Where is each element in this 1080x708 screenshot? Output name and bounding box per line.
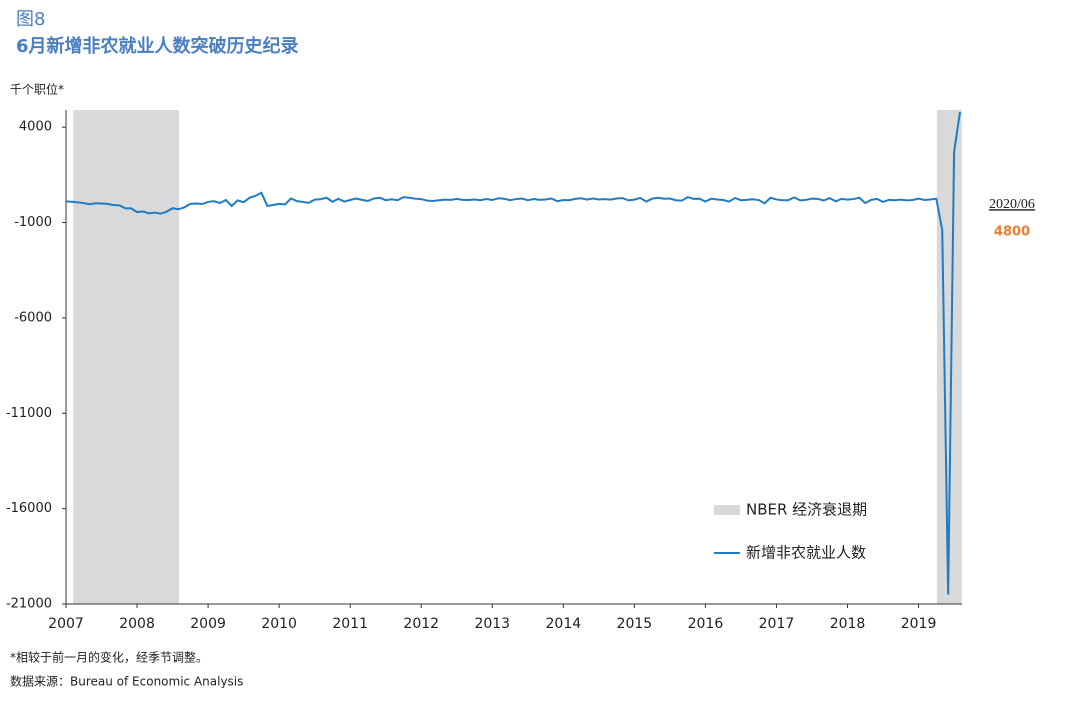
y-tick-label: -11000 <box>6 406 52 421</box>
legend-label: NBER 经济衰退期 <box>746 501 867 519</box>
x-tick-label: 2013 <box>474 616 510 632</box>
footnote: *相较于前一月的变化，经季节调整。 <box>10 650 208 665</box>
x-tick-label: 2009 <box>190 616 226 632</box>
x-tick-label: 2014 <box>546 616 582 632</box>
legend-label: 新增非农就业人数 <box>746 544 866 562</box>
y-tick-label: -16000 <box>6 501 52 516</box>
y-tick-label: -21000 <box>6 597 52 612</box>
x-tick-label: 2012 <box>403 616 439 632</box>
x-tick-label: 2018 <box>830 616 866 632</box>
x-tick-label: 2019 <box>901 616 937 632</box>
x-tick-label: 2008 <box>119 616 155 632</box>
x-tick-label: 2016 <box>688 616 724 632</box>
y-axis-label: 千个职位* <box>10 82 64 97</box>
x-tick-label: 2010 <box>261 616 297 632</box>
x-tick-label: 2011 <box>332 616 368 632</box>
chart-title: 图8 <box>16 9 45 30</box>
y-tick-label: -1000 <box>14 215 52 230</box>
y-tick-label: 4000 <box>19 120 52 135</box>
chart-subtitle: 6月新增非农就业人数突破历史纪录 <box>16 35 299 57</box>
x-tick-label: 2007 <box>48 616 84 632</box>
annotation: 2020/06 <box>989 197 1035 212</box>
data-label: 4800 <box>994 225 1030 240</box>
data-line <box>65 111 961 595</box>
source: 数据来源：Bureau of Economic Analysis <box>10 674 243 689</box>
y-tick-label: -6000 <box>14 310 52 325</box>
legend-swatch <box>714 505 740 515</box>
x-tick-label: 2017 <box>759 616 795 632</box>
x-tick-label: 2015 <box>617 616 653 632</box>
recession-band <box>73 110 180 604</box>
